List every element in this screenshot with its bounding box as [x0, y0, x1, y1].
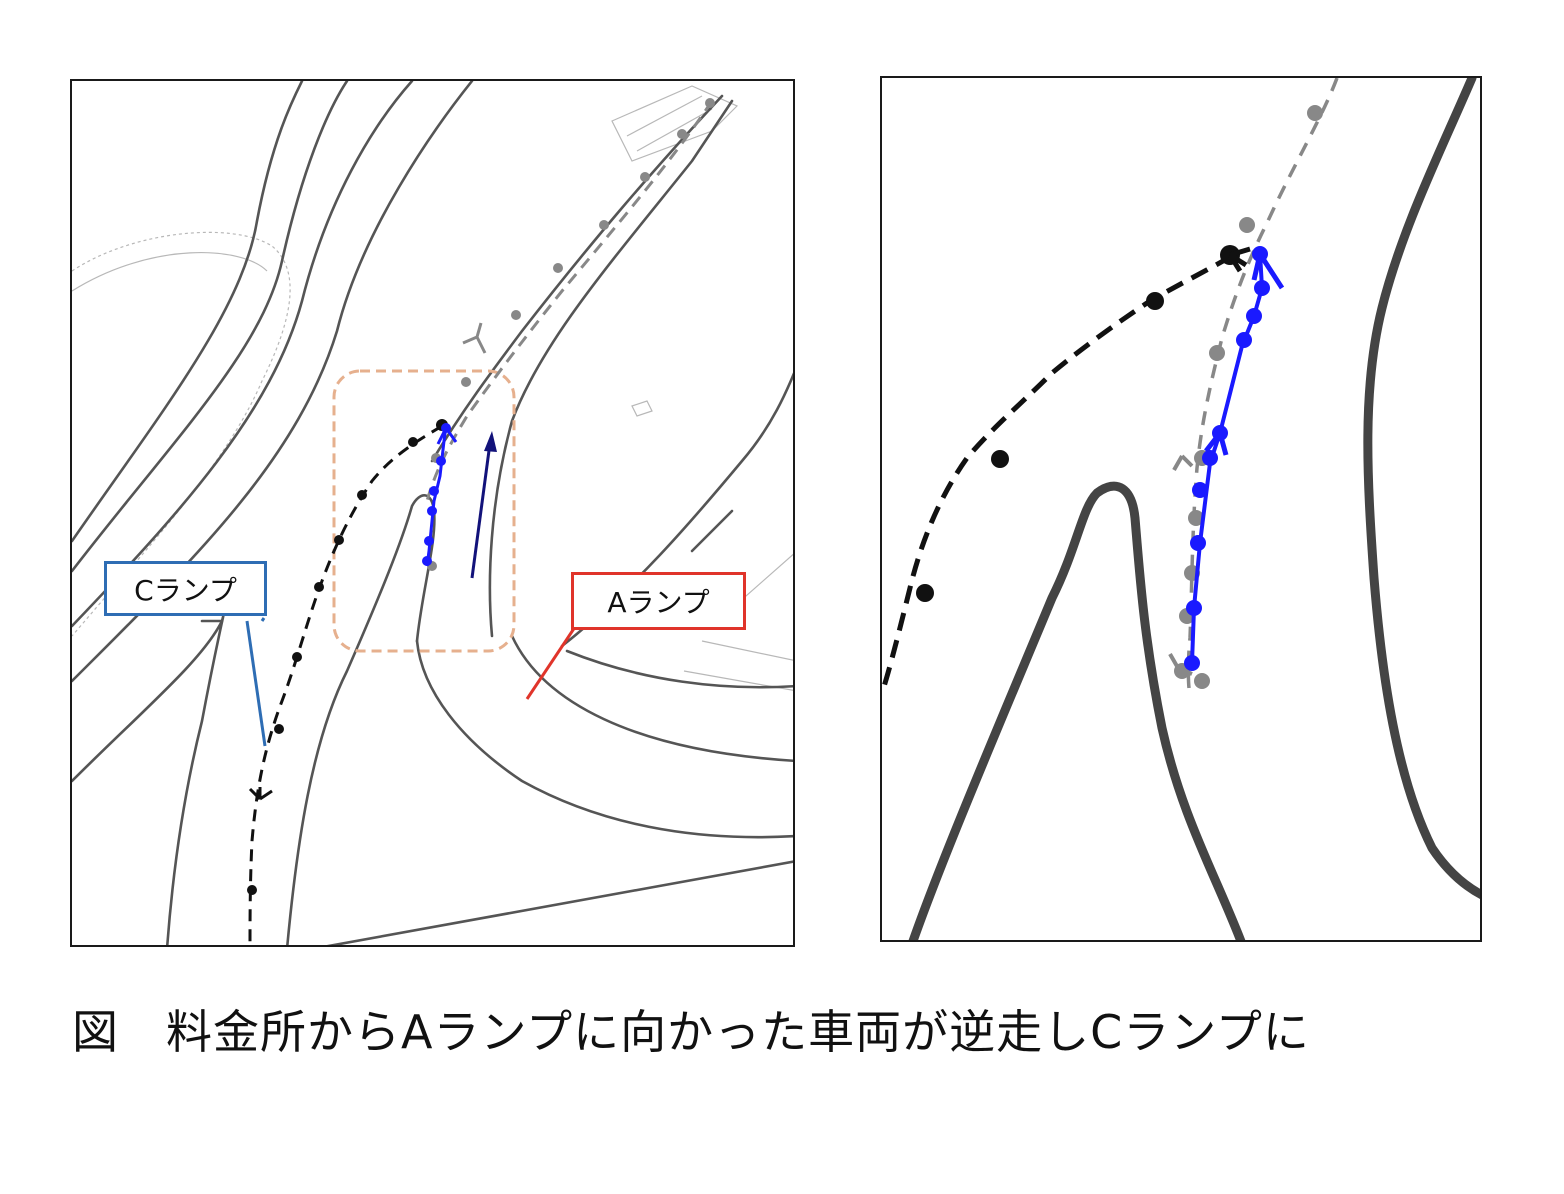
detail-road-lines: [908, 78, 1480, 940]
planned-track: [425, 98, 715, 571]
c-ramp-leader: [245, 620, 267, 747]
arrow-up-icon: [470, 431, 497, 579]
figure-caption: 図 料金所からAランプに向かった車両が逆走しCランプに: [72, 1005, 1310, 1059]
highlight-box: [332, 369, 516, 653]
detail-map-panel: [880, 76, 1482, 942]
a-ramp-callout: Aランプ: [571, 572, 746, 630]
background-outlines: [72, 85, 793, 691]
detail-wrong-way-track: [882, 245, 1251, 694]
a-ramp-leader: [525, 626, 577, 700]
detail-reverse-track: [1184, 246, 1285, 671]
c-ramp-callout: Cランプ: [104, 561, 267, 616]
detail-map: [882, 78, 1480, 940]
reverse-track: [422, 423, 458, 567]
detail-planned-track: [1168, 78, 1339, 689]
overview-map: [72, 81, 793, 945]
c-ramp-leader-stub: [260, 617, 266, 622]
overview-map-panel: [70, 79, 795, 947]
